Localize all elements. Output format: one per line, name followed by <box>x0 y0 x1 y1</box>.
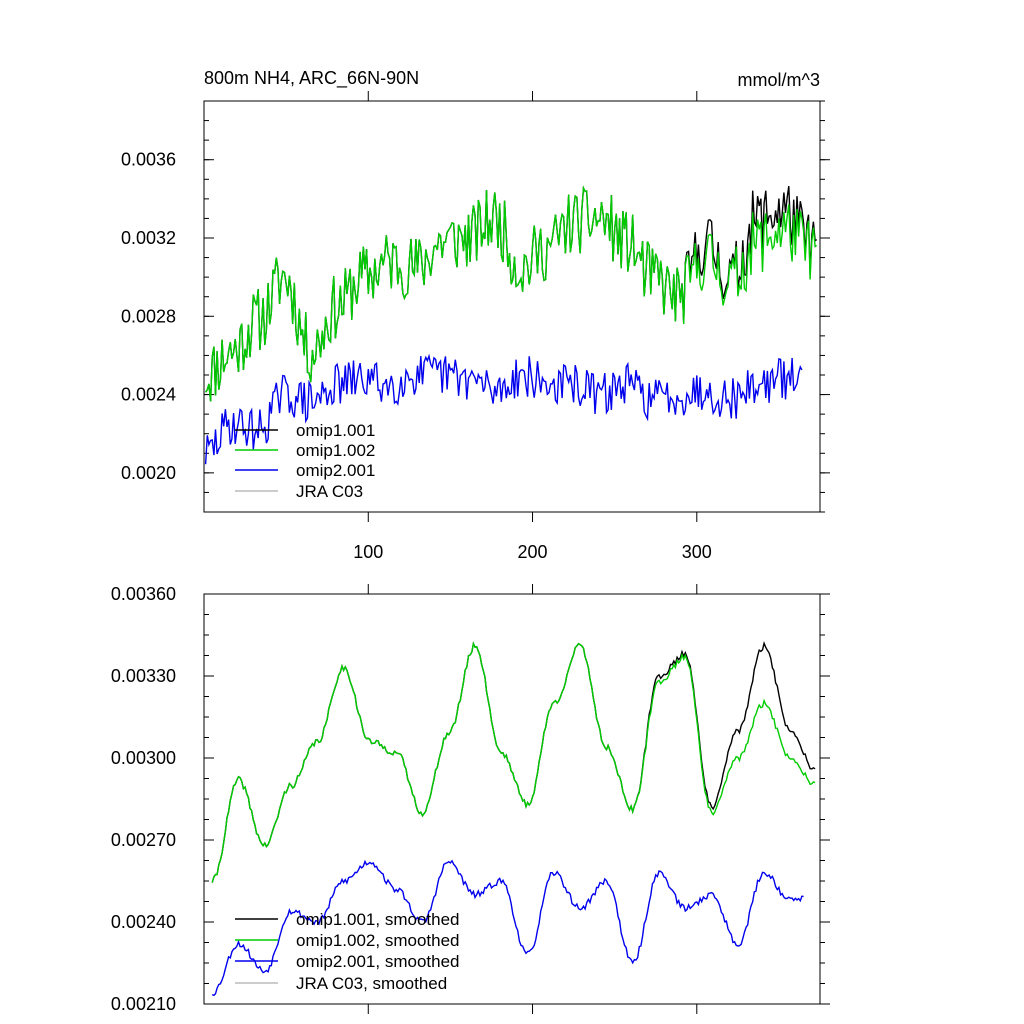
bottom-series <box>211 641 816 997</box>
legend-label-omip2-001: omip2.001 <box>296 461 375 480</box>
bottom-panel: 0.00210 0.00240 0.00270 0.00300 0.00330 0.003… <box>111 584 830 1014</box>
series-line-omip2-001-smoothed <box>211 859 804 997</box>
legend-label-omip1-001-smoothed: omip1.001, smoothed <box>296 910 460 929</box>
top-series <box>204 185 818 465</box>
y-tick-label: 0.0032 <box>121 228 176 248</box>
x-tick-label: 100 <box>353 542 383 562</box>
legend-label-jra-c03: JRA C03 <box>296 482 363 501</box>
y-tick-label: 0.00270 <box>111 830 176 850</box>
series-line-omip2-001 <box>204 353 803 465</box>
top-chart-title: 800m NH4, ARC_66N-90N <box>204 68 419 89</box>
top-plot-frame <box>203 100 821 513</box>
legend-label-omip2-001-smoothed: omip2.001, smoothed <box>296 952 460 971</box>
top-legend: omip1.001 omip1.002 omip2.001 JRA C03 <box>235 421 375 501</box>
x-tick-label: 200 <box>518 542 548 562</box>
bottom-plot-frame <box>203 593 821 1005</box>
top-ticks: 0.0020 0.0024 0.0028 0.0032 0.0036 100 200 300 <box>121 91 830 562</box>
x-tick-label: 300 <box>682 542 712 562</box>
legend-label-omip1-001: omip1.001 <box>296 421 375 440</box>
top-panel: 800m NH4, ARC_66N-90N mmol/m^3 0.00200.0… <box>121 68 830 562</box>
y-tick-label: 0.0036 <box>121 150 176 170</box>
y-tick-label: 0.0020 <box>121 463 176 483</box>
series-line-omip1-002-smoothed <box>211 641 816 883</box>
y-tick-label: 0.00330 <box>111 666 176 686</box>
bottom-legend: omip1.001, smoothed omip1.002, smoothed … <box>235 910 460 993</box>
y-tick-label: 0.0028 <box>121 306 176 326</box>
series-line-omip1-001-smoothed <box>211 641 816 883</box>
y-tick-label: 0.00300 <box>111 748 176 768</box>
y-tick-label: 0.00210 <box>111 994 176 1014</box>
series-line-omip1-002 <box>205 185 818 402</box>
legend-label-omip1-002-smoothed: omip1.002, smoothed <box>296 931 460 950</box>
bottom-ticks: 0.00210 0.00240 0.00270 0.00300 0.00330 0.003… <box>111 584 830 1014</box>
y-tick-label: 0.00240 <box>111 912 176 932</box>
legend-label-jra-c03-smoothed: JRA C03, smoothed <box>296 974 447 993</box>
legend-label-omip1-002: omip1.002 <box>296 441 375 460</box>
top-chart-units: mmol/m^3 <box>738 70 820 90</box>
y-tick-label: 0.0024 <box>121 385 176 405</box>
y-tick-label: 0.00360 <box>111 584 176 604</box>
